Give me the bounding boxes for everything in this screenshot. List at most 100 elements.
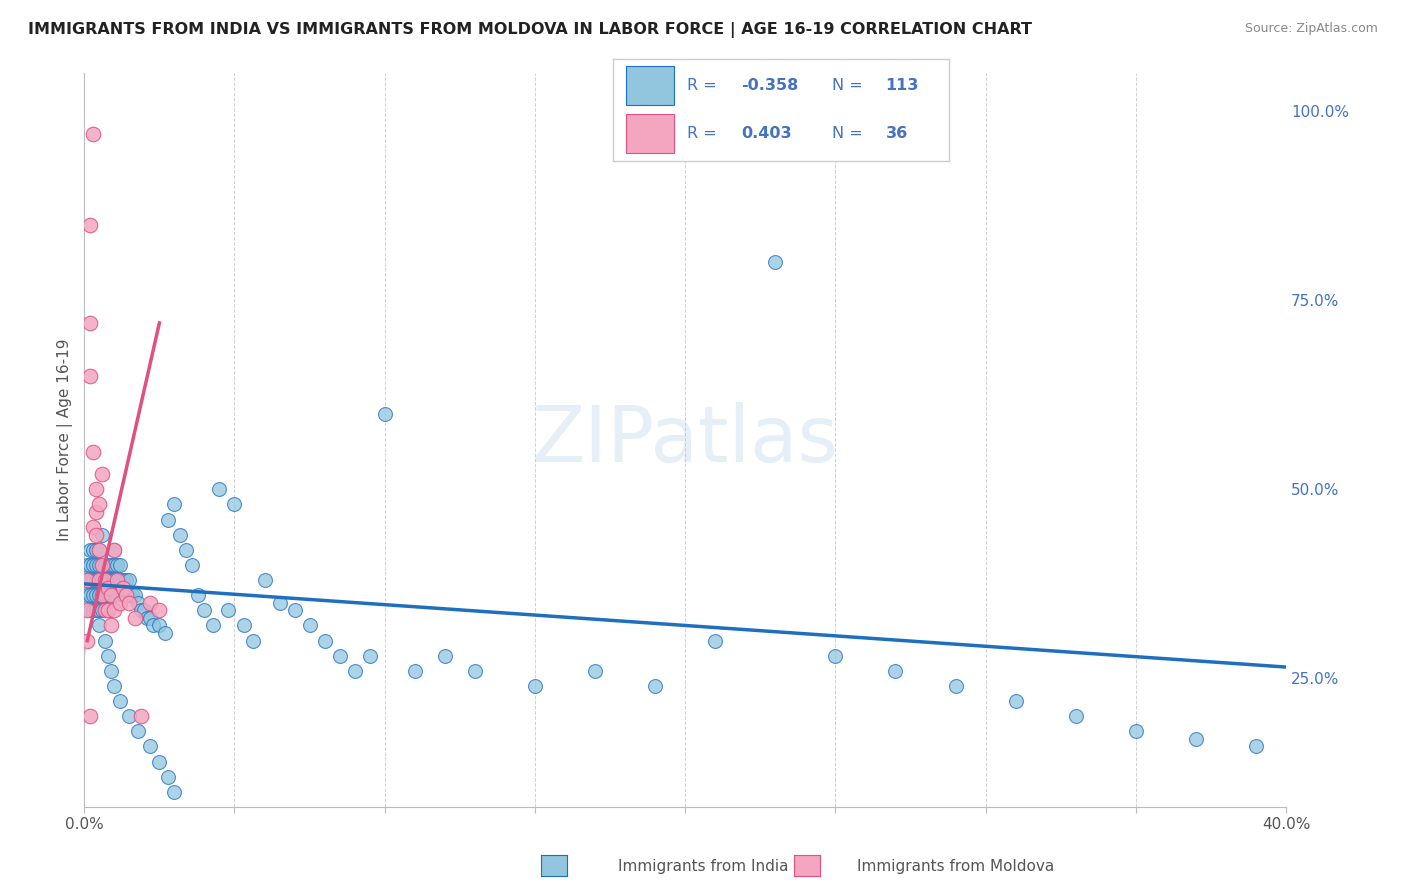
Point [105, 558, 128, 572]
Point [84, 527, 107, 541]
Point [134, 603, 156, 617]
Point [84, 558, 107, 572]
Point [100, 588, 122, 602]
Point [89, 588, 111, 602]
Point [97, 558, 120, 572]
Point [82, 603, 104, 617]
Point [284, 603, 307, 617]
Point [148, 618, 170, 632]
Point [91, 558, 114, 572]
Point [79, 573, 101, 587]
Point [136, 611, 159, 625]
Point [163, 785, 186, 799]
Point [79, 709, 101, 723]
Point [100, 664, 122, 678]
Point [187, 588, 209, 602]
Point [464, 664, 486, 678]
Point [139, 596, 162, 610]
Point [79, 603, 101, 617]
Point [127, 724, 149, 739]
Point [82, 588, 104, 602]
Point [89, 573, 111, 587]
Point [945, 679, 967, 693]
Point [343, 664, 366, 678]
Point [208, 483, 231, 497]
Point [89, 618, 111, 632]
Point [163, 498, 186, 512]
Point [124, 588, 146, 602]
Point [169, 527, 191, 541]
Point [76, 633, 98, 648]
Point [1244, 739, 1267, 754]
Point [644, 679, 666, 693]
Point [139, 739, 162, 754]
Text: ZIPatlas: ZIPatlas [531, 402, 838, 478]
Point [100, 558, 122, 572]
Point [79, 558, 101, 572]
Point [94, 633, 117, 648]
Point [121, 588, 143, 602]
Point [97, 588, 120, 602]
Point [523, 679, 546, 693]
Point [115, 588, 138, 602]
Point [110, 558, 132, 572]
Point [253, 573, 276, 587]
Point [89, 573, 111, 587]
Point [82, 444, 104, 458]
Point [103, 542, 125, 557]
Point [124, 611, 146, 625]
Point [79, 368, 101, 383]
Point [157, 512, 180, 526]
Point [202, 618, 225, 632]
Point [82, 520, 104, 534]
Point [91, 603, 114, 617]
Point [112, 588, 135, 602]
Point [824, 648, 846, 663]
Point [100, 588, 122, 602]
Point [118, 596, 141, 610]
Point [89, 542, 111, 557]
Point [94, 558, 117, 572]
Point [89, 603, 111, 617]
Point [404, 664, 426, 678]
Point [82, 127, 104, 141]
Point [242, 633, 264, 648]
Point [97, 648, 120, 663]
Point [1064, 709, 1087, 723]
Point [91, 588, 114, 602]
Point [433, 648, 456, 663]
Point [704, 633, 727, 648]
Point [76, 573, 98, 587]
Point [76, 588, 98, 602]
Point [94, 573, 117, 587]
Point [89, 498, 111, 512]
Point [94, 588, 117, 602]
Point [118, 573, 141, 587]
Point [82, 558, 104, 572]
Point [118, 709, 141, 723]
Point [193, 603, 215, 617]
Point [100, 573, 122, 587]
Point [110, 573, 132, 587]
Point [131, 709, 153, 723]
Text: IMMIGRANTS FROM INDIA VS IMMIGRANTS FROM MOLDOVA IN LABOR FORCE | AGE 16-19 CORR: IMMIGRANTS FROM INDIA VS IMMIGRANTS FROM… [28, 22, 1032, 38]
Point [76, 573, 98, 587]
Point [110, 694, 132, 708]
Point [103, 679, 125, 693]
Point [91, 573, 114, 587]
Point [97, 603, 120, 617]
Point [127, 596, 149, 610]
Point [79, 542, 101, 557]
Point [139, 611, 162, 625]
Point [232, 618, 254, 632]
Point [112, 573, 135, 587]
Point [359, 648, 381, 663]
Point [91, 467, 114, 482]
Text: Immigrants from Moldova: Immigrants from Moldova [858, 859, 1054, 874]
Point [105, 573, 128, 587]
Y-axis label: In Labor Force | Age 16-19: In Labor Force | Age 16-19 [58, 339, 73, 541]
Point [79, 588, 101, 602]
Point [763, 255, 786, 269]
Point [97, 573, 120, 587]
Point [89, 558, 111, 572]
